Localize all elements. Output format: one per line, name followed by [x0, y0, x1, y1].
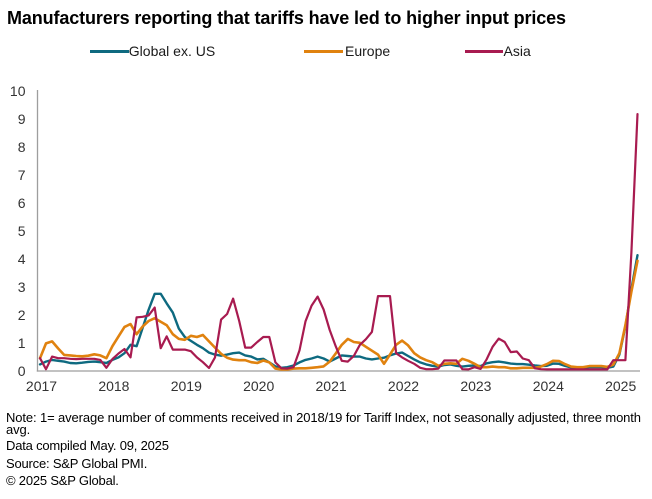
svg-text:0: 0 [18, 363, 26, 379]
svg-text:2023: 2023 [460, 378, 491, 394]
svg-text:10: 10 [10, 83, 26, 99]
svg-text:8: 8 [18, 139, 26, 155]
svg-text:2020: 2020 [243, 378, 274, 394]
svg-text:6: 6 [18, 195, 26, 211]
svg-text:3: 3 [18, 279, 26, 295]
svg-text:2018: 2018 [98, 378, 129, 394]
svg-text:5: 5 [18, 223, 26, 239]
svg-text:2: 2 [18, 307, 26, 323]
svg-text:2022: 2022 [388, 378, 419, 394]
svg-text:2021: 2021 [316, 378, 347, 394]
svg-text:1: 1 [18, 335, 26, 351]
svg-text:7: 7 [18, 167, 26, 183]
svg-text:2017: 2017 [26, 378, 57, 394]
svg-text:2024: 2024 [533, 378, 564, 394]
svg-text:2025: 2025 [605, 378, 636, 394]
svg-text:4: 4 [18, 251, 26, 267]
svg-text:9: 9 [18, 111, 26, 127]
svg-text:2019: 2019 [171, 378, 202, 394]
